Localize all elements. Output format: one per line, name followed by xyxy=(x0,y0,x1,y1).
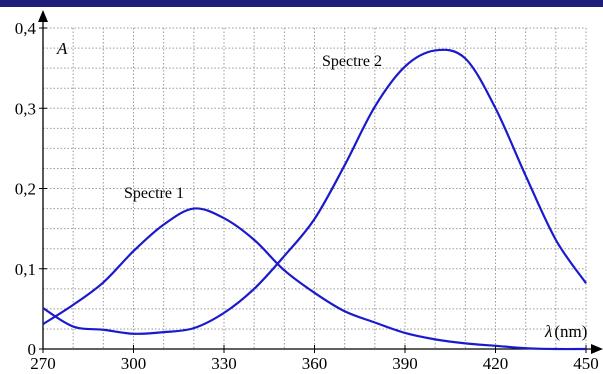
x-axis-label: λ (nm) xyxy=(544,322,587,341)
x-tick-label: 270 xyxy=(30,354,56,373)
series-label-spectre-2: Spectre 2 xyxy=(322,53,382,70)
x-tick-label: 300 xyxy=(121,354,147,373)
axes xyxy=(38,10,603,354)
y-tick-label: 0,1 xyxy=(15,260,36,279)
series-line-spectre-2 xyxy=(42,48,587,335)
series-lines xyxy=(42,48,587,351)
y-tick-label: 0,2 xyxy=(15,180,36,199)
y-tick-labels: 0 0,1 0,2 0,3 0,4 xyxy=(15,19,47,359)
series-line-spectre-1 xyxy=(42,207,587,351)
y-axis-arrow xyxy=(38,10,48,22)
y-tick-label: 0 xyxy=(28,340,37,359)
x-tick-label: 390 xyxy=(392,354,418,373)
y-axis-label: A xyxy=(56,39,68,58)
y-tick-label: 0,3 xyxy=(15,99,36,118)
x-axis-unit: (nm) xyxy=(554,322,587,341)
top-banner xyxy=(0,0,603,7)
x-axis-symbol: λ xyxy=(544,322,552,341)
x-tick-labels: 270 300 330 360 390 420 450 xyxy=(30,345,599,373)
x-tick-label: 420 xyxy=(483,354,509,373)
x-tick-label: 330 xyxy=(211,354,237,373)
series-label-spectre-1: Spectre 1 xyxy=(124,185,184,202)
y-tick-label: 0,4 xyxy=(15,19,37,38)
x-axis-arrow xyxy=(591,344,603,354)
x-tick-label: 360 xyxy=(302,354,328,373)
x-tick-label: 450 xyxy=(573,354,599,373)
